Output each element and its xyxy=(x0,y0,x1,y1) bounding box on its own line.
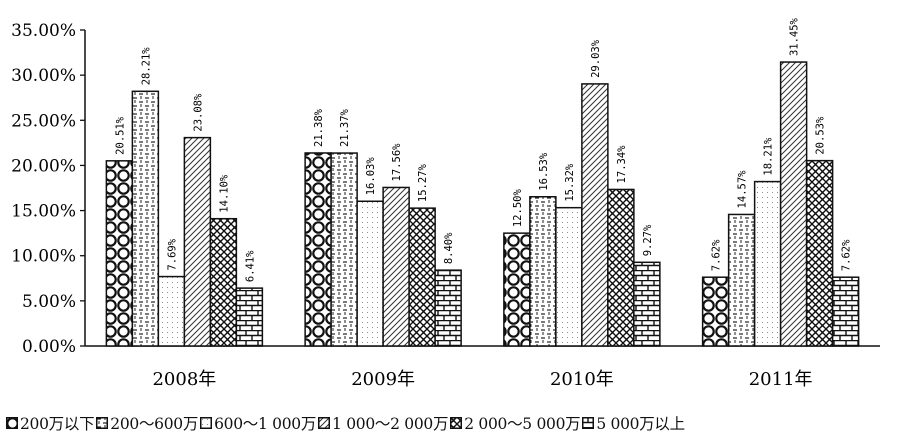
legend-item: 600～1 000万 xyxy=(200,412,316,434)
bar xyxy=(701,276,730,347)
bar xyxy=(503,232,531,347)
bar xyxy=(779,61,808,347)
legend-item: 200～600万 xyxy=(96,412,198,434)
bar xyxy=(727,213,756,347)
legend-swatch-icon xyxy=(582,417,595,429)
bars-group: 20.51% 28.21% 7.69% 23.08% 14.10% 6.41% 21.38%… xyxy=(105,17,860,347)
bar xyxy=(209,217,238,347)
bar-value-label: 20.51% xyxy=(114,116,126,155)
bar-value-label: 7.62% xyxy=(711,239,723,271)
bar-value-label: 17.56% xyxy=(391,143,403,182)
x-tick-label: 2011年 xyxy=(749,369,813,390)
bar-value-label: 21.38% xyxy=(313,108,325,147)
bar xyxy=(105,160,134,347)
bar xyxy=(607,188,635,347)
bar-value-label: 29.03% xyxy=(590,39,602,78)
bar xyxy=(330,152,358,347)
bar-value-label: 6.41% xyxy=(244,250,256,282)
legend-label: 200～600万 xyxy=(110,415,199,433)
bar xyxy=(382,186,410,347)
y-axis-ticks: 0.00% 5.00% 10.00% 15.00% 20.00% 25.00% 30.00%… xyxy=(11,21,85,357)
legend-swatch-icon xyxy=(450,417,463,429)
bar-value-label: 7.62% xyxy=(841,239,853,271)
x-tick-label: 2010年 xyxy=(550,369,614,390)
x-tick-label: 2008年 xyxy=(152,369,216,390)
legend-label: 2 000～5 000万 xyxy=(464,415,581,433)
legend-item: 2 000～5 000万 xyxy=(450,412,581,434)
bar xyxy=(304,152,332,347)
y-tick-label: 10.00% xyxy=(11,247,76,267)
legend-item: 5 000万以上 xyxy=(582,412,685,434)
bar-value-label: 15.32% xyxy=(564,163,576,202)
bar-value-label: 28.21% xyxy=(140,47,152,86)
legend-item: 1 000～2 000万 xyxy=(318,412,449,434)
bar-value-label: 8.40% xyxy=(443,232,455,264)
y-tick-label: 25.00% xyxy=(11,111,76,131)
legend: 200万以下 200～600万 600～1 000万 1 000～2 000万 2 00… xyxy=(6,412,906,434)
y-tick-label: 30.00% xyxy=(11,66,76,86)
bar-value-label: 14.10% xyxy=(218,174,230,213)
bar-value-label: 18.21% xyxy=(763,137,775,176)
legend-swatch-icon xyxy=(200,417,213,429)
bar xyxy=(581,83,609,347)
legend-swatch-icon xyxy=(6,417,18,429)
bar-value-label: 14.57% xyxy=(737,170,749,209)
bar xyxy=(633,261,661,347)
bar xyxy=(555,206,583,347)
bar-value-label: 12.50% xyxy=(512,189,524,228)
y-tick-label: 5.00% xyxy=(22,292,76,312)
bar xyxy=(529,196,557,347)
bar xyxy=(356,200,384,347)
y-tick-label: 15.00% xyxy=(11,202,76,222)
legend-item: 200万以下 xyxy=(6,412,95,434)
bar-value-label: 16.53% xyxy=(538,152,550,191)
legend-label: 5 000万以上 xyxy=(596,415,685,433)
bar-value-label: 15.27% xyxy=(417,164,429,203)
bar-value-label: 31.45% xyxy=(789,17,801,56)
legend-label: 600～1 000万 xyxy=(214,415,317,433)
bar-value-label: 21.37% xyxy=(339,108,351,147)
bar xyxy=(183,136,212,347)
bar-value-label: 16.03% xyxy=(365,157,377,196)
bar-value-label: 7.69% xyxy=(166,238,178,270)
bar xyxy=(831,276,860,347)
legend-label: 1 000～2 000万 xyxy=(332,415,449,433)
bar xyxy=(434,269,462,347)
bar-value-label: 20.53% xyxy=(815,116,827,155)
y-tick-label: 0.00% xyxy=(22,337,76,357)
bar-value-label: 9.27% xyxy=(642,224,654,256)
legend-label: 200万以下 xyxy=(20,415,95,433)
bar xyxy=(753,180,782,347)
bar xyxy=(235,287,264,347)
bar xyxy=(408,207,436,347)
x-tick-label: 2009年 xyxy=(351,369,415,390)
legend-swatch-icon xyxy=(318,417,331,429)
legend-swatch-icon xyxy=(96,417,109,429)
y-tick-label: 35.00% xyxy=(11,21,76,41)
y-tick-label: 20.00% xyxy=(11,156,76,176)
bar-value-label: 17.34% xyxy=(616,145,628,184)
x-axis-labels: 2008年 2009年 2010年 2011年 xyxy=(152,369,812,390)
bar xyxy=(157,275,186,347)
bar xyxy=(805,159,834,347)
bar-value-label: 23.08% xyxy=(192,93,204,132)
bar xyxy=(131,90,160,347)
